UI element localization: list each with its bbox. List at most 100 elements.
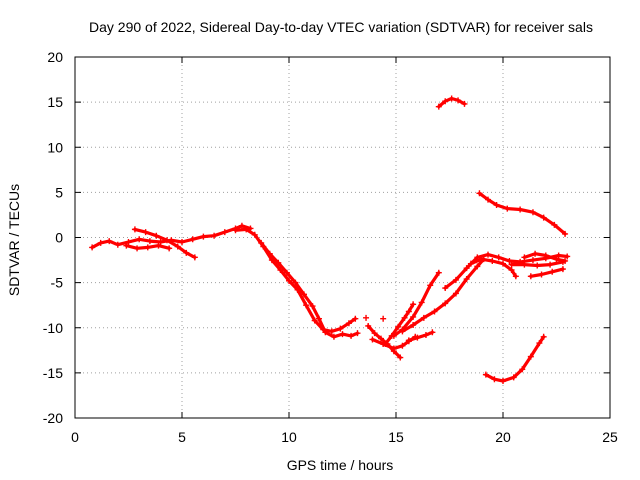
series-arc-7 [476,190,569,237]
data-point [500,260,506,267]
data-point [183,249,190,256]
series-trace [529,267,565,278]
data-point [420,314,427,321]
data-point [532,250,539,257]
data-point [144,244,151,251]
data-point [538,271,545,278]
data-point [527,353,534,360]
series-arc-2 [131,226,198,261]
data-point [238,222,245,229]
data-point [491,376,498,383]
data-point [179,239,185,246]
data-point [146,238,153,245]
data-point [506,257,513,264]
data-point [286,277,292,284]
data-point [275,259,282,266]
data-point [553,256,560,263]
data-point [243,226,250,233]
data-point [442,98,449,105]
data-point [549,268,556,275]
y-tick-label: 5 [55,184,63,200]
data-point [354,330,361,337]
data-point [322,329,329,336]
data-point [365,322,372,329]
data-point [303,302,310,309]
data-point [371,330,378,337]
data-point [559,266,566,273]
data-point [542,252,549,259]
series-trace [259,241,360,339]
data-point [131,226,138,233]
y-tick-label: -15 [43,365,63,381]
data-point [399,342,406,349]
data-point [485,251,492,258]
data-point [401,314,408,321]
series-trace [392,271,441,338]
data-point [485,196,492,203]
data-point [345,320,352,327]
data-point [427,282,434,289]
x-tick-label: 15 [388,429,404,445]
series-arc-3 [123,242,173,252]
data-point [493,202,500,209]
data-point [540,214,547,221]
data-point [339,331,346,338]
y-tick-label: 20 [47,49,63,65]
data-point [517,206,524,213]
grid-lines [75,57,610,418]
data-point [114,241,121,248]
data-point [527,273,534,280]
data-point [283,269,290,276]
data-point [292,279,299,286]
data-point [435,269,442,276]
data-point [328,328,335,335]
data-point [476,190,483,197]
data-point [562,230,569,237]
data-point [547,261,554,268]
data-point [232,227,239,234]
x-axis-label: GPS time / hours [287,457,394,473]
series-trace [400,257,486,333]
data-point [155,242,162,249]
data-series [89,95,571,384]
data-point [504,205,511,212]
series-arc-17 [521,250,569,264]
data-point [337,325,344,332]
data-point [452,276,459,283]
y-tick-label: 15 [47,94,63,110]
data-point [410,322,417,329]
data-point [395,323,402,330]
data-point [463,276,470,283]
data-point [478,256,485,263]
data-point [142,229,149,236]
x-tick-label: 20 [495,429,511,445]
series-arc-13 [399,256,487,335]
x-tick-label: 10 [281,429,297,445]
y-tick-label: 10 [47,139,63,155]
series-arc-5 [258,239,361,340]
data-point [482,371,489,378]
data-point [309,303,316,310]
y-tick-label: -20 [43,410,63,426]
series-arc-19 [482,333,547,384]
data-point [500,377,506,384]
data-point [191,254,198,261]
data-point [452,290,459,297]
data-point [251,231,258,238]
data-point [136,236,143,243]
data-point [221,229,228,236]
y-tick-label: -5 [51,275,64,291]
data-point [97,239,104,246]
data-point [352,315,359,322]
data-point [414,334,421,341]
data-point [300,291,307,298]
data-point [564,253,571,260]
data-point [521,254,528,261]
chart-title: Day 290 of 2022, Sidereal Day-to-day VTE… [89,19,593,35]
isolated-point [380,315,387,322]
data-point [369,336,376,343]
data-point [410,313,417,320]
data-point [435,103,442,110]
data-point [157,239,164,246]
data-point [125,239,132,246]
